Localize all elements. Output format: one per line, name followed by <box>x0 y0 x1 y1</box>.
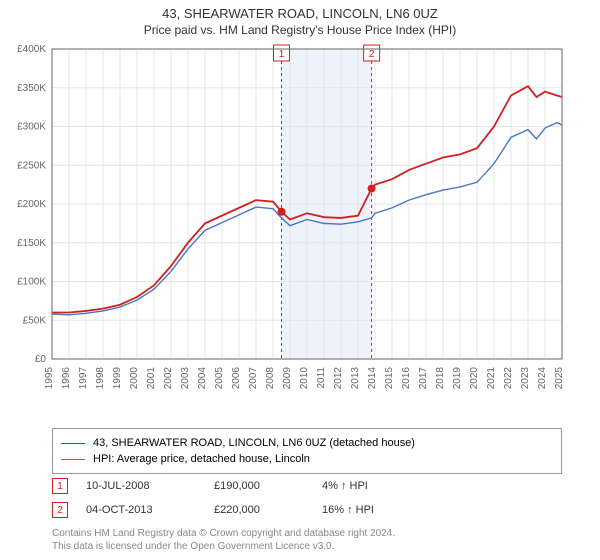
title-address: 43, SHEARWATER ROAD, LINCOLN, LN6 0UZ <box>0 6 600 21</box>
x-tick-label: 2024 <box>537 367 548 390</box>
x-tick-label: 2008 <box>265 367 276 390</box>
title-subtitle: Price paid vs. HM Land Registry's House … <box>0 23 600 37</box>
y-tick-label: £100K <box>17 277 46 288</box>
sale-marker-num: 1 <box>279 49 285 60</box>
sale-row-pct: 16% ↑ HPI <box>322 504 422 516</box>
sale-row: 1 10-JUL-2008 £190,000 4% ↑ HPI <box>52 474 562 498</box>
x-tick-label: 2002 <box>163 367 174 390</box>
sale-point <box>368 185 376 193</box>
x-tick-label: 1998 <box>95 367 106 390</box>
y-tick-label: £50K <box>23 315 47 326</box>
x-tick-label: 2022 <box>503 367 514 390</box>
x-tick-label: 2004 <box>197 367 208 390</box>
x-tick-label: 2020 <box>469 367 480 390</box>
sale-row-marker: 1 <box>52 478 68 494</box>
x-tick-label: 2001 <box>146 367 157 390</box>
license-line2: This data is licensed under the Open Gov… <box>52 541 562 554</box>
y-tick-label: £200K <box>17 199 46 210</box>
legend-swatch <box>61 459 85 460</box>
x-tick-label: 2010 <box>299 367 310 390</box>
chart-title-block: 43, SHEARWATER ROAD, LINCOLN, LN6 0UZ Pr… <box>0 0 600 37</box>
x-tick-label: 1996 <box>61 367 72 390</box>
legend-item: HPI: Average price, detached house, Linc… <box>61 451 553 467</box>
sale-row: 2 04-OCT-2013 £220,000 16% ↑ HPI <box>52 498 562 522</box>
x-tick-label: 2011 <box>316 367 327 389</box>
license-line1: Contains HM Land Registry data © Crown c… <box>52 528 562 541</box>
sale-row-price: £220,000 <box>214 504 304 516</box>
x-tick-label: 2009 <box>282 367 293 390</box>
x-tick-label: 2016 <box>401 367 412 390</box>
x-tick-label: 2019 <box>452 367 463 390</box>
legend-swatch <box>61 443 85 444</box>
sale-row-pct: 4% ↑ HPI <box>322 480 422 492</box>
y-tick-label: £350K <box>17 83 46 94</box>
x-tick-label: 2018 <box>435 367 446 390</box>
y-tick-label: £250K <box>17 160 46 171</box>
sale-row-date: 04-OCT-2013 <box>86 504 196 516</box>
legend-item: 43, SHEARWATER ROAD, LINCOLN, LN6 0UZ (d… <box>61 435 553 451</box>
x-tick-label: 2000 <box>129 367 140 390</box>
x-tick-label: 2014 <box>367 367 378 390</box>
sale-row-price: £190,000 <box>214 480 304 492</box>
sales-table: 1 10-JUL-2008 £190,000 4% ↑ HPI 2 04-OCT-2013… <box>52 474 562 522</box>
x-tick-label: 2003 <box>180 367 191 390</box>
y-tick-label: £400K <box>17 44 46 55</box>
x-tick-label: 2007 <box>248 367 259 390</box>
legend-label: 43, SHEARWATER ROAD, LINCOLN, LN6 0UZ (d… <box>93 437 415 449</box>
x-tick-label: 2023 <box>520 367 531 390</box>
y-tick-label: £300K <box>17 122 46 133</box>
x-tick-label: 1995 <box>44 367 55 390</box>
legend: 43, SHEARWATER ROAD, LINCOLN, LN6 0UZ (d… <box>52 428 562 474</box>
y-tick-label: £150K <box>17 238 46 249</box>
y-tick-label: £0 <box>35 354 47 365</box>
legend-label: HPI: Average price, detached house, Linc… <box>93 453 310 465</box>
sale-row-marker: 2 <box>52 502 68 518</box>
x-tick-label: 2012 <box>333 367 344 390</box>
sale-point <box>278 208 286 216</box>
x-tick-label: 1999 <box>112 367 123 390</box>
sale-marker-num: 2 <box>369 49 375 60</box>
license-text: Contains HM Land Registry data © Crown c… <box>52 528 562 553</box>
x-tick-label: 2005 <box>214 367 225 390</box>
x-tick-label: 2006 <box>231 367 242 390</box>
x-tick-label: 2013 <box>350 367 361 390</box>
sale-row-date: 10-JUL-2008 <box>86 480 196 492</box>
x-tick-label: 2025 <box>554 367 565 390</box>
x-tick-label: 2017 <box>418 367 429 390</box>
x-tick-label: 2021 <box>486 367 497 390</box>
x-tick-label: 2015 <box>384 367 395 390</box>
price-chart: £0 £50K £100K £150K £200K £250K £300K £350K £400… <box>0 37 600 417</box>
x-tick-label: 1997 <box>78 367 89 390</box>
